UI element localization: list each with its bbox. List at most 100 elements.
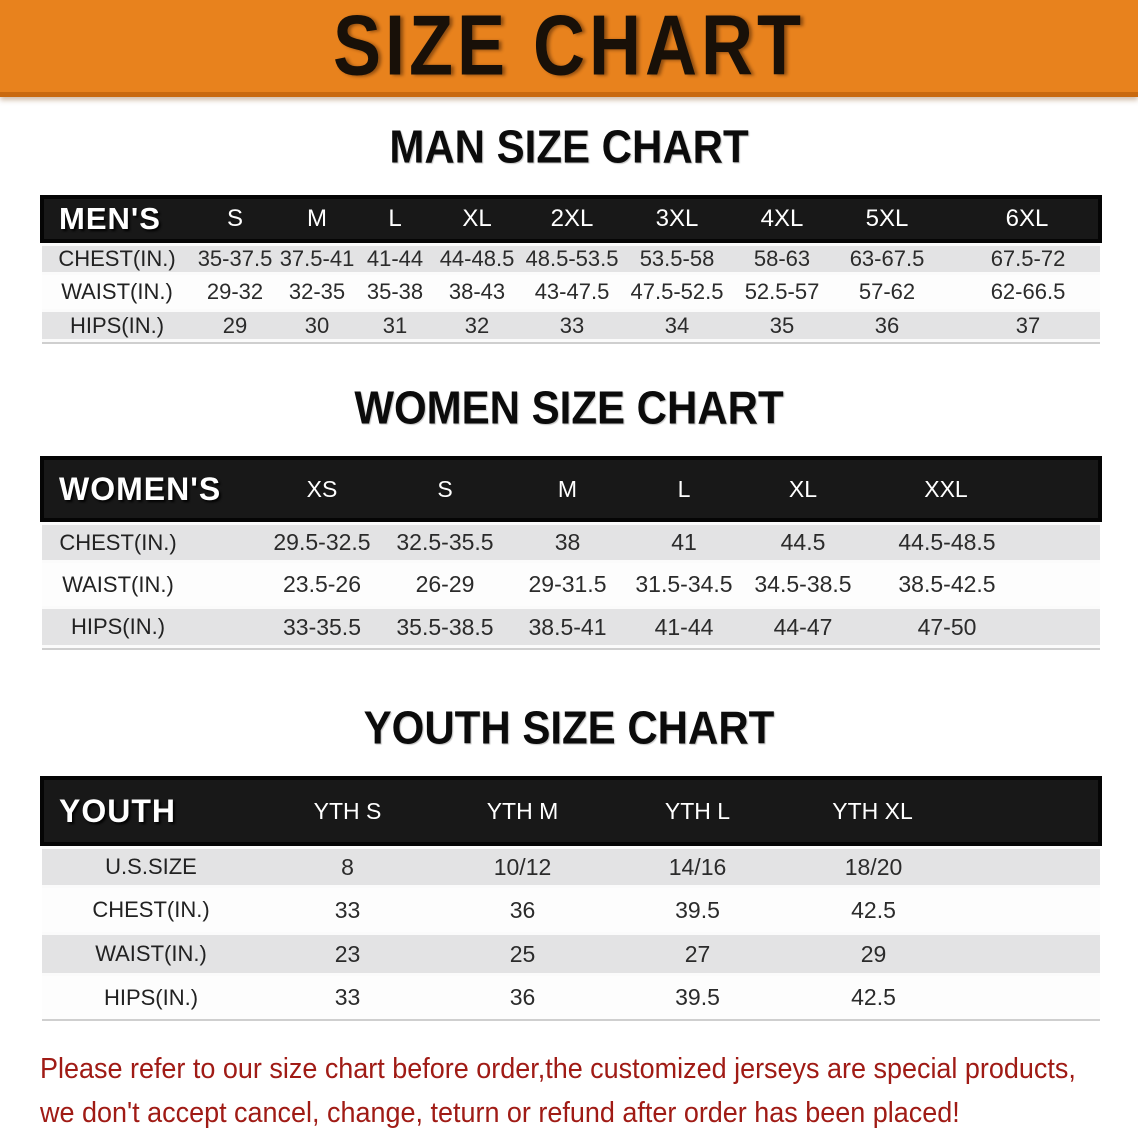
size-value-cell: 29 [785, 932, 1100, 976]
size-value-cell: 57-62 [834, 275, 940, 309]
size-value-cell: 67.5-72 [940, 241, 1100, 275]
men-hips-row: HIPS(IN.) 29 30 31 32 33 34 35 36 37 [42, 309, 1100, 343]
size-value-cell: 32 [434, 309, 520, 343]
size-col-header: YTH XL [785, 776, 1102, 846]
size-value-cell: 33 [260, 976, 435, 1020]
size-col-header: 5XL [834, 195, 940, 243]
size-value-cell: 41-44 [625, 606, 743, 649]
footer-note-line1: Please refer to our size chart before or… [40, 1053, 1076, 1085]
size-value-cell: 31 [356, 309, 434, 343]
size-value-cell: 35.5-38.5 [380, 606, 510, 649]
size-value-cell: 38-43 [434, 275, 520, 309]
size-value-cell: 47.5-52.5 [624, 275, 730, 309]
size-value-cell: 29.5-32.5 [264, 520, 380, 563]
size-value-cell: 41-44 [356, 241, 434, 275]
size-value-cell: 43-47.5 [520, 275, 624, 309]
row-label-cell: HIPS(IN.) [42, 976, 260, 1020]
size-value-cell: 29-32 [192, 275, 278, 309]
size-col-header: 4XL [730, 195, 834, 243]
size-value-cell: 63-67.5 [834, 241, 940, 275]
youth-chest-row: CHEST(IN.) 33 36 39.5 42.5 [42, 888, 1100, 932]
size-value-cell: 36 [435, 888, 610, 932]
size-value-cell: 18/20 [785, 844, 1100, 888]
banner-title: SIZE CHART [333, 0, 805, 94]
size-value-cell: 53.5-58 [624, 241, 730, 275]
size-col-header: YTH S [260, 776, 435, 846]
size-value-cell: 33-35.5 [264, 606, 380, 649]
row-label-cell: WAIST(IN.) [42, 275, 192, 309]
size-col-header: M [510, 456, 625, 522]
youth-hips-row: HIPS(IN.) 33 36 39.5 42.5 [42, 976, 1100, 1020]
size-value-cell: 37 [940, 309, 1100, 343]
row-label-cell: CHEST(IN.) [42, 241, 192, 275]
size-value-cell: 35 [730, 309, 834, 343]
row-label-cell: HIPS(IN.) [42, 606, 264, 649]
size-col-header: YTH L [610, 776, 785, 846]
size-value-cell: 29 [192, 309, 278, 343]
size-value-cell: 23.5-26 [264, 563, 380, 606]
women-waist-row: WAIST(IN.) 23.5-26 26-29 29-31.5 31.5-34… [42, 563, 1100, 606]
size-value-cell: 38 [510, 520, 625, 563]
youth-waist-row: WAIST(IN.) 23 25 27 29 [42, 932, 1100, 976]
size-value-cell: 23 [260, 932, 435, 976]
row-label-cell: HIPS(IN.) [42, 309, 192, 343]
men-header-label: MEN'S [40, 195, 192, 243]
size-value-cell: 32-35 [278, 275, 356, 309]
size-col-header: XS [264, 456, 380, 522]
size-col-header: S [380, 456, 510, 522]
size-col-header: 3XL [624, 195, 730, 243]
size-value-cell: 33 [260, 888, 435, 932]
youth-header-row: YOUTH YTH S YTH M YTH L YTH XL [40, 776, 1102, 846]
size-col-header: M [278, 195, 356, 243]
size-value-cell: 39.5 [610, 888, 785, 932]
size-value-cell: 48.5-53.5 [520, 241, 624, 275]
women-size-table: WOMEN'S XS S M L XL XXL CHEST(IN.) 29.5-… [40, 456, 1102, 650]
women-chest-row: CHEST(IN.) 29.5-32.5 32.5-35.5 38 41 44.… [42, 520, 1100, 563]
men-size-table: MEN'S S M L XL 2XL 3XL 4XL 5XL 6XL CHEST… [40, 195, 1102, 344]
size-value-cell: 34.5-38.5 [743, 563, 863, 606]
size-col-header: YTH M [435, 776, 610, 846]
size-value-cell: 44-47 [743, 606, 863, 649]
content: MAN SIZE CHART MEN'S S M L XL 2XL 3XL 4X… [40, 120, 1102, 1135]
size-value-cell: 8 [260, 844, 435, 888]
size-col-header: 2XL [520, 195, 624, 243]
size-value-cell: 62-66.5 [940, 275, 1100, 309]
size-col-header: L [625, 456, 743, 522]
youth-header-label: YOUTH [40, 776, 260, 846]
men-section-heading: MAN SIZE CHART [389, 120, 749, 173]
size-value-cell: 31.5-34.5 [625, 563, 743, 606]
size-col-header: L [356, 195, 434, 243]
banner: SIZE CHART [0, 0, 1138, 97]
size-value-cell: 35-37.5 [192, 241, 278, 275]
size-value-cell: 42.5 [785, 976, 1100, 1020]
size-col-header: 6XL [940, 195, 1102, 243]
row-label-cell: CHEST(IN.) [42, 520, 264, 563]
footer-note: Please refer to our size chart before or… [40, 1047, 1098, 1135]
size-col-header: XXL [863, 456, 1102, 522]
size-value-cell: 44.5-48.5 [863, 520, 1100, 563]
size-col-header: XL [743, 456, 863, 522]
men-waist-row: WAIST(IN.) 29-32 32-35 35-38 38-43 43-47… [42, 275, 1100, 309]
size-value-cell: 32.5-35.5 [380, 520, 510, 563]
size-value-cell: 44.5 [743, 520, 863, 563]
size-value-cell: 25 [435, 932, 610, 976]
size-value-cell: 27 [610, 932, 785, 976]
women-section-heading: WOMEN SIZE CHART [354, 381, 784, 434]
size-value-cell: 30 [278, 309, 356, 343]
size-value-cell: 52.5-57 [730, 275, 834, 309]
size-value-cell: 35-38 [356, 275, 434, 309]
youth-section-heading: YOUTH SIZE CHART [363, 701, 775, 754]
size-value-cell: 10/12 [435, 844, 610, 888]
size-value-cell: 38.5-41 [510, 606, 625, 649]
size-value-cell: 47-50 [863, 606, 1100, 649]
size-value-cell: 58-63 [730, 241, 834, 275]
size-value-cell: 36 [834, 309, 940, 343]
size-value-cell: 38.5-42.5 [863, 563, 1100, 606]
men-chest-row: CHEST(IN.) 35-37.5 37.5-41 41-44 44-48.5… [42, 241, 1100, 275]
size-value-cell: 33 [520, 309, 624, 343]
size-value-cell: 34 [624, 309, 730, 343]
youth-size-table: YOUTH YTH S YTH M YTH L YTH XL U.S.SIZE … [40, 776, 1102, 1021]
row-label-cell: WAIST(IN.) [42, 563, 264, 606]
footer-note-line2: we don't accept cancel, change, teturn o… [40, 1097, 960, 1129]
